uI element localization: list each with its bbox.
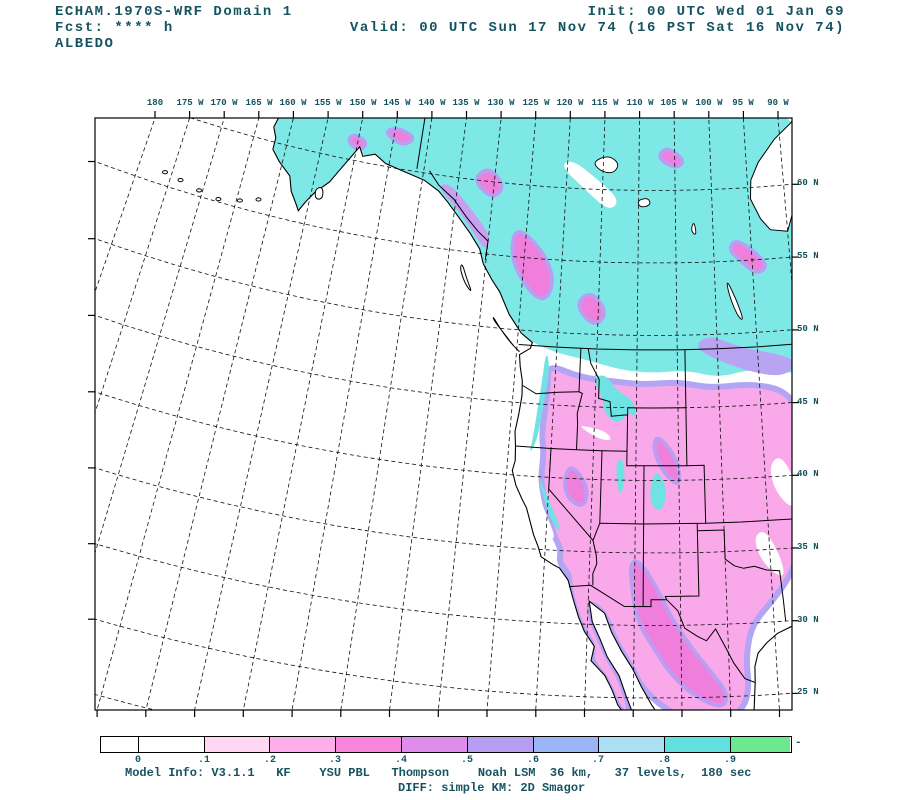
albedo-colorbar: 0 .1 .2 .3 .4 .5 .6 .7 .8 .9 -	[100, 736, 802, 766]
colorbar-segment	[532, 737, 599, 752]
lon-tick-label: 140 W	[418, 98, 446, 108]
colorbar-tick-label: .9	[723, 755, 737, 766]
lat-tick-label: 25 N	[797, 687, 819, 697]
lon-tick-label: 165 W	[245, 98, 273, 108]
diffusion-info-line: DIFF: simple KM: 2D Smagor	[398, 781, 586, 795]
colorbar-tick-label: .3	[328, 755, 342, 766]
colorbar-tick-label: 0	[134, 755, 142, 766]
lake	[594, 156, 619, 174]
aleutian-island	[236, 198, 243, 203]
lat-tick-label: 45 N	[797, 397, 819, 407]
colorbar-end-label: -	[795, 737, 802, 749]
colorbar-segment	[137, 737, 204, 752]
colorbar-segment	[101, 737, 138, 752]
colorbar-tick-label: .6	[526, 755, 540, 766]
albedo-field	[273, 118, 792, 710]
island	[460, 264, 472, 291]
forecast-hour-line: Fcst: **** h	[55, 20, 174, 36]
lon-tick-label: 150 W	[349, 98, 377, 108]
header-left: ECHAM.1970S-WRF Domain 1 Fcst: **** h AL…	[55, 4, 293, 52]
colorbar-tick-label: .1	[197, 755, 211, 766]
lon-tick-label: 100 W	[695, 98, 723, 108]
lake	[637, 198, 651, 208]
lon-tick-label: 90 W	[767, 98, 789, 108]
lat-tick-label: 55 N	[797, 251, 819, 261]
init-time-line: Init: 00 UTC Wed 01 Jan 69	[587, 4, 845, 20]
lat-tick-label: 40 N	[797, 469, 819, 479]
colorbar-tick-label: .2	[263, 755, 277, 766]
lon-tick-label: 135 W	[452, 98, 480, 108]
colorbar-segment	[269, 737, 336, 752]
lon-tick-label: 170 W	[210, 98, 238, 108]
colorbar-segment	[466, 737, 533, 752]
lat-tick-label: 35 N	[797, 542, 819, 552]
lat-tick-label: 60 N	[797, 178, 819, 188]
aleutian-island	[177, 178, 184, 183]
colorbar-tick-label: .5	[460, 755, 474, 766]
colorbar-tick-label: .7	[591, 755, 605, 766]
aleutian-island	[162, 170, 168, 175]
lon-tick-label: 130 W	[487, 98, 515, 108]
lat-tick-label: 50 N	[797, 324, 819, 334]
lake	[726, 282, 743, 320]
map-content	[95, 118, 792, 710]
aleutian-island	[196, 188, 203, 193]
colorbar-segment	[401, 737, 467, 752]
lat-tick-label: 30 N	[797, 615, 819, 625]
colorbar-segment	[335, 737, 402, 752]
lake	[691, 223, 697, 235]
coastline-path	[272, 118, 792, 710]
island	[314, 187, 324, 200]
lon-tick-label: 120 W	[556, 98, 584, 108]
lon-tick-label: 115 W	[591, 98, 619, 108]
lon-tick-label: 180	[146, 98, 164, 108]
lon-tick-label: 125 W	[522, 98, 550, 108]
aleutian-island	[255, 197, 262, 202]
lon-tick-label: 95 W	[732, 98, 754, 108]
lon-tick-label: 105 W	[660, 98, 688, 108]
lon-tick-label: 145 W	[383, 98, 411, 108]
island	[492, 317, 520, 352]
variable-name: ALBEDO	[55, 36, 115, 52]
axis-ticks	[88, 111, 799, 717]
colorbar-segment	[730, 737, 791, 752]
colorbar-segment	[664, 737, 731, 752]
colorbar-segment	[203, 737, 270, 752]
lon-tick-label: 155 W	[314, 98, 342, 108]
state-borders	[416, 118, 792, 683]
map-area: 180 175 W 170 W 165 W 160 W 155 W 150 W 145 W 14…	[85, 98, 819, 720]
lon-tick-label: 110 W	[626, 98, 654, 108]
hudson-bay	[749, 120, 792, 232]
map-canvas	[88, 111, 799, 717]
valid-time-line: Valid: 00 UTC Sun 17 Nov 74 (16 PST Sat …	[349, 20, 845, 36]
aleutian-island	[215, 197, 222, 202]
map-frame-rect	[94, 117, 793, 711]
colorbar-segment	[598, 737, 665, 752]
lon-tick-label: 175 W	[176, 98, 204, 108]
model-info-line: Model Info: V3.1.1 KF YSU PBL Thompson N…	[125, 766, 752, 780]
lon-tick-label: 160 W	[279, 98, 307, 108]
colorbar-tick-label: .4	[394, 755, 408, 766]
model-title: ECHAM.1970S-WRF Domain 1	[55, 4, 293, 20]
colorbar-tick-label: .8	[657, 755, 671, 766]
header-right: Init: 00 UTC Wed 01 Jan 69 Valid: 00 UTC…	[350, 4, 845, 36]
